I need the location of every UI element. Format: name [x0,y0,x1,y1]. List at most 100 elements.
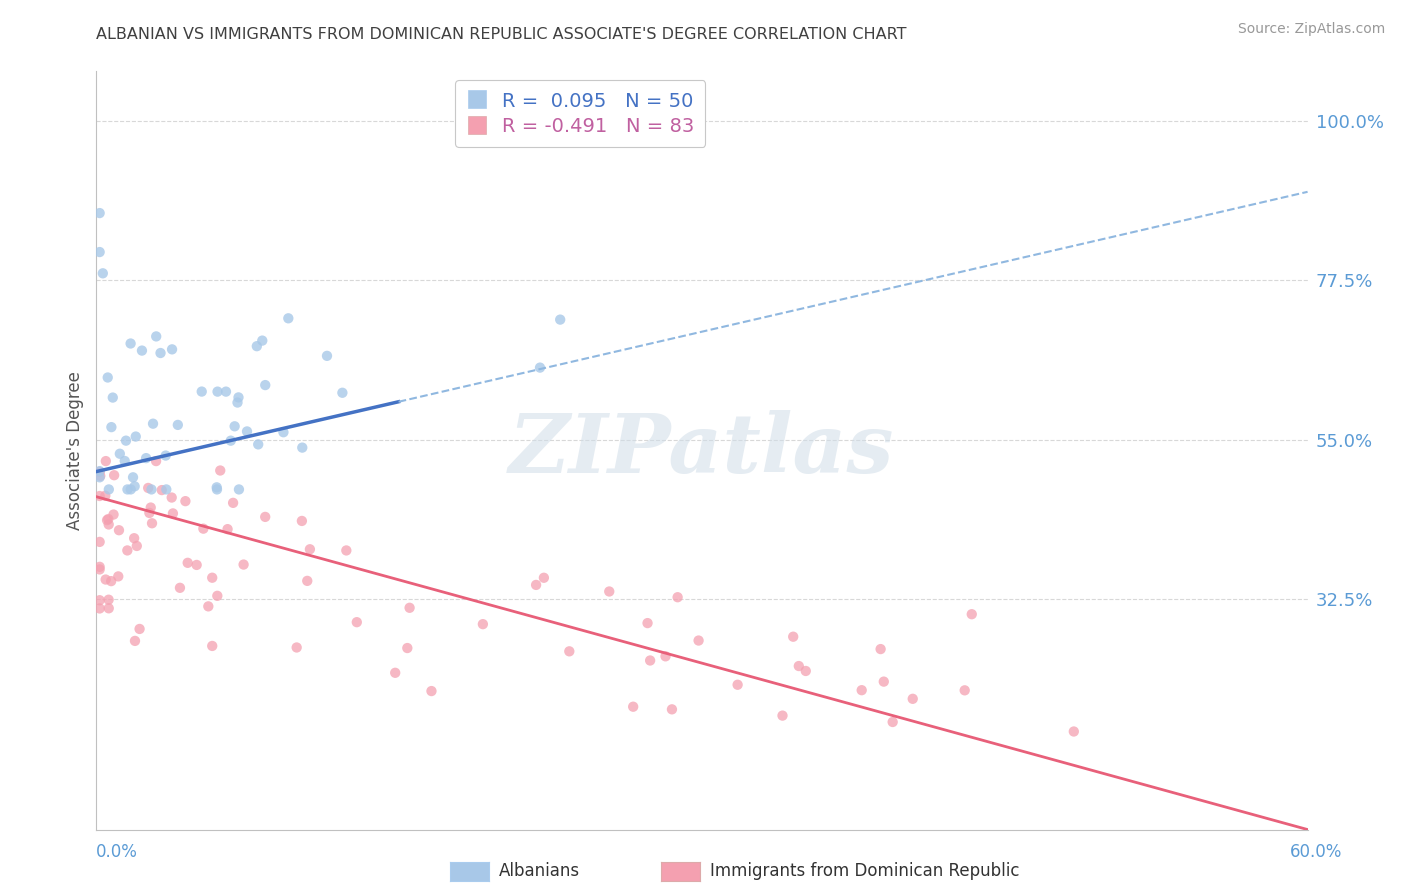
Point [533,571,555,585]
Point [882,714,904,729]
Text: ALBANIAN VS IMMIGRANTS FROM DOMINICAN REPUBLIC ASSOCIATE'S DEGREE CORRELATION CH: ALBANIAN VS IMMIGRANTS FROM DOMINICAN RE… [96,27,905,42]
Point [124,634,146,648]
Point [661,702,683,716]
Point [398,600,420,615]
Point [120,483,142,497]
Point [396,641,419,656]
Point [598,584,620,599]
Point [160,343,183,357]
Point [89,562,111,576]
Point [316,349,339,363]
Point [201,639,224,653]
Point [141,516,163,531]
Point [222,496,245,510]
Point [254,378,277,392]
Point [135,451,157,466]
Point [252,334,274,348]
Point [122,470,145,484]
Point [638,653,661,667]
Point [89,601,111,615]
Point [155,483,177,497]
Point [128,622,150,636]
Point [145,329,167,343]
Point [869,642,891,657]
Point [224,419,246,434]
Text: ZIPatlas: ZIPatlas [509,410,894,491]
Point [953,683,976,698]
Point [471,617,494,632]
Point [201,571,224,585]
Point [960,607,983,622]
Point [89,465,111,479]
Point [873,674,896,689]
Point [524,578,547,592]
Point [136,481,159,495]
Point [621,699,644,714]
Point [162,507,184,521]
Point [217,522,239,536]
Point [155,449,177,463]
Point [89,206,111,220]
Point [94,573,117,587]
Text: 60.0%: 60.0% [1291,843,1343,861]
Point [138,506,160,520]
Point [219,434,242,448]
Point [91,266,114,280]
Point [277,311,299,326]
Point [145,454,167,468]
Text: Albanians: Albanians [499,863,581,880]
Point [637,616,659,631]
Point [169,581,191,595]
Point [97,601,120,615]
Point [298,542,321,557]
Point [89,245,111,260]
Point [254,509,277,524]
Point [346,615,368,630]
Point [228,483,250,497]
Point [101,391,124,405]
Point [558,644,581,658]
Point [142,417,165,431]
Point [122,531,145,545]
Point [335,543,357,558]
Point [97,483,120,497]
Point [420,684,443,698]
Point [215,384,238,399]
Point [117,483,139,497]
Point [1063,724,1085,739]
Point [291,441,314,455]
Legend: R =  0.095   N = 50, R = -0.491   N = 83: R = 0.095 N = 50, R = -0.491 N = 83 [456,80,706,147]
Point [529,360,551,375]
Point [139,500,162,515]
Point [131,343,153,358]
Point [205,480,228,494]
Point [273,425,295,440]
Point [89,470,111,484]
Point [97,592,120,607]
Point [226,395,249,409]
Point [688,633,710,648]
Point [236,425,259,439]
Point [174,494,197,508]
Text: Immigrants from Dominican Republic: Immigrants from Dominican Republic [710,863,1019,880]
Point [228,391,250,405]
Point [654,649,676,664]
Point [727,678,749,692]
Point [851,683,873,698]
Point [160,491,183,505]
Point [100,574,122,588]
Point [89,593,111,607]
Point [176,556,198,570]
Point [197,599,219,614]
Point [186,558,208,572]
Point [108,447,131,461]
Point [120,336,142,351]
Point [384,665,406,680]
Point [207,384,229,399]
Point [103,468,125,483]
Point [782,630,804,644]
Point [89,535,111,549]
Point [794,664,817,678]
Point [114,454,136,468]
Point [209,463,232,477]
